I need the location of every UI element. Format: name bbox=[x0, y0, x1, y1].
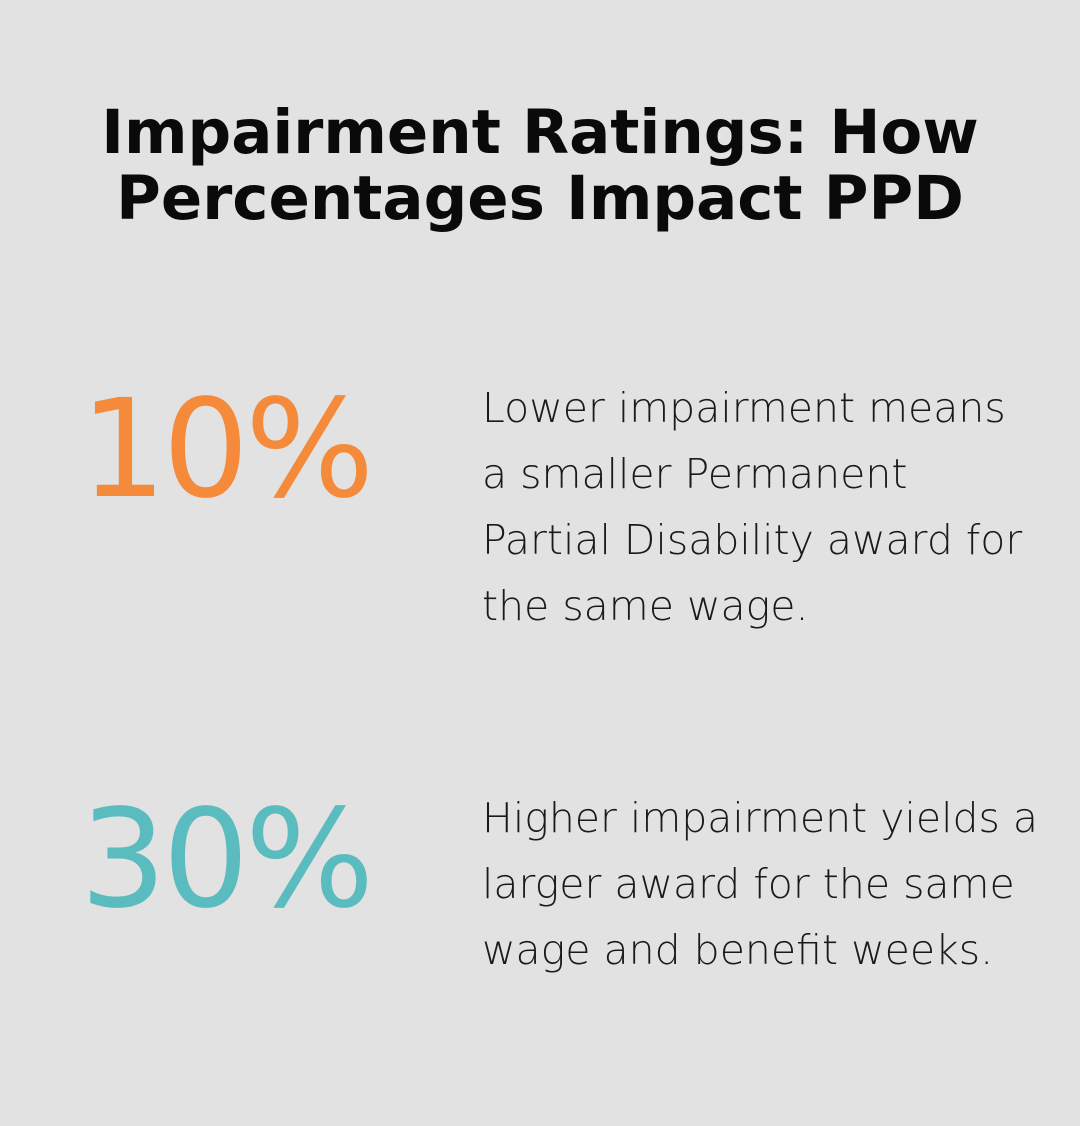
stat-description: Lower impairment means a smaller Permane… bbox=[482, 384, 1023, 630]
stat-description: Higher impairment yields a larger award … bbox=[482, 794, 1039, 974]
stat-value: 10% bbox=[80, 371, 374, 529]
page-title: Impairment Ratings: How Percentages Impa… bbox=[101, 97, 979, 234]
stat-value: 30% bbox=[80, 781, 374, 939]
